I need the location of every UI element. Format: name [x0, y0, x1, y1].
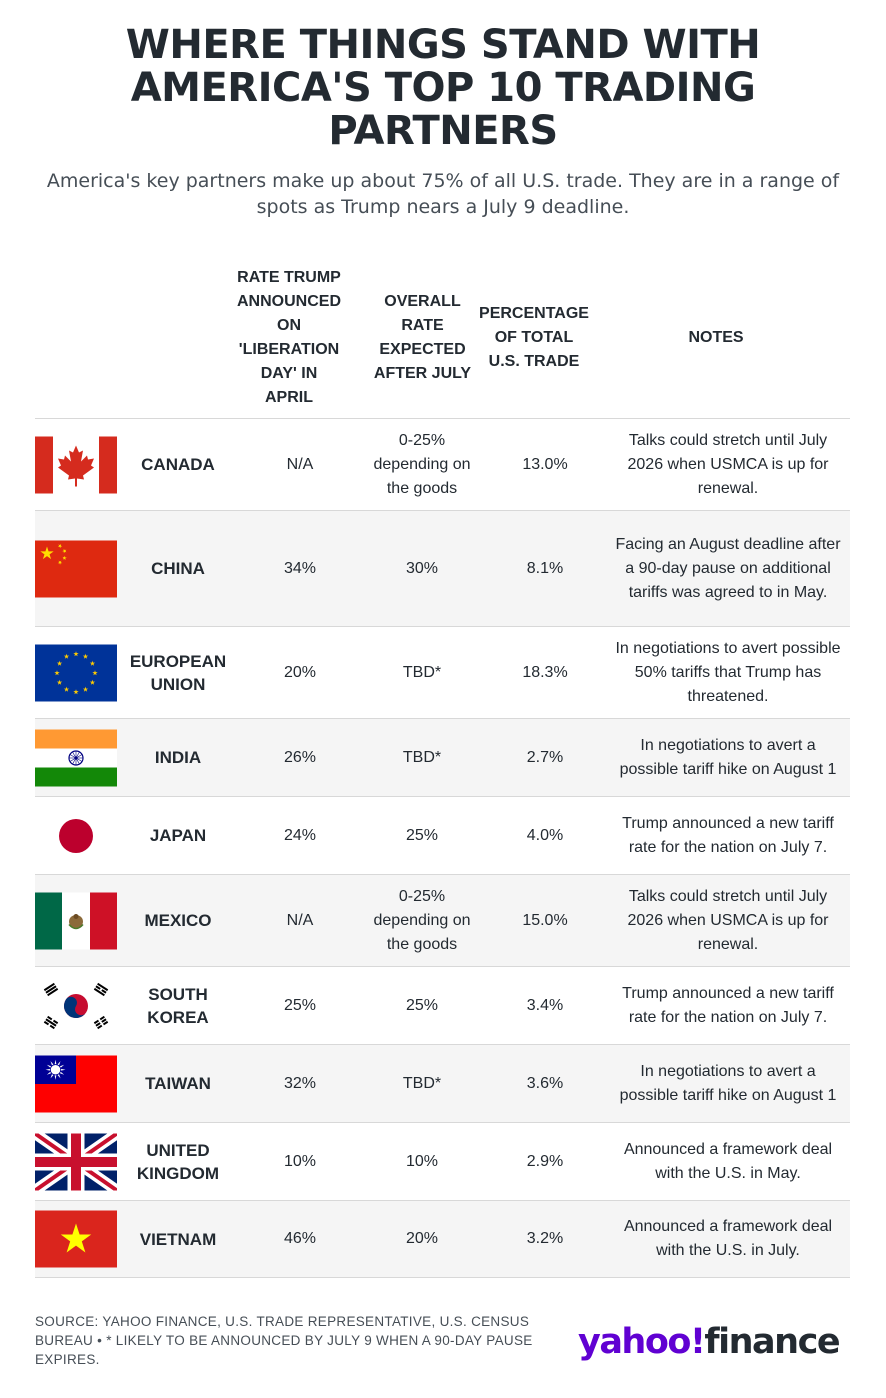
liberation-rate-cell: N/A [286, 911, 314, 929]
table-row: INDIA 26% TBD* 2.7% In negotiations to avert… [35, 719, 850, 797]
expected-rate-cell: TBD* [402, 748, 442, 766]
vietnam-flag-icon [35, 1210, 117, 1268]
table-row: MEXICO N/A 0-25% depending on the goods 15.… [35, 875, 850, 967]
country-name: SOUTH KOREA [147, 984, 209, 1027]
country-name: VIETNAM [139, 1229, 217, 1249]
eu-flag-icon [35, 644, 117, 701]
header-expected-rate: OVERALL RATE EXPECTED AFTER JULY [373, 293, 472, 382]
percentage-cell: 2.9% [526, 1152, 564, 1170]
table-row: EUROPEAN UNION 20% TBD* 18.3% In negotiation… [35, 627, 850, 719]
china-flag-icon [35, 540, 117, 597]
table-row: JAPAN 24% 25% 4.0% Trump announced a new tar… [35, 797, 850, 875]
canada-flag-icon [35, 436, 117, 493]
page-subtitle: America's key partners make up about 75%… [46, 170, 840, 218]
notes-cell: In negotiations to avert possible 50% ta… [615, 639, 841, 705]
notes-cell: Talks could stretch until July 2026 when… [627, 887, 829, 953]
country-name: CHINA [151, 559, 205, 578]
expected-rate-cell: TBD* [402, 663, 442, 681]
expected-rate-cell: 10% [405, 1152, 439, 1170]
liberation-rate-cell: 25% [283, 996, 317, 1014]
liberation-rate-cell: 34% [283, 559, 317, 577]
notes-cell: Trump announced a new tariff rate for th… [622, 984, 834, 1026]
table-row: CANADA N/A 0-25% depending on the goods 13.… [35, 419, 850, 511]
percentage-cell: 18.3% [522, 663, 568, 681]
liberation-rate-cell: 20% [283, 663, 317, 681]
japan-flag-icon [35, 807, 117, 864]
table-row: CHINA 34% 30% 8.1% Facing an August deadline… [35, 511, 850, 627]
country-name: JAPAN [149, 826, 207, 845]
liberation-rate-cell: 46% [283, 1230, 317, 1247]
notes-cell: In negotiations to avert a possible tari… [619, 1062, 837, 1104]
percentage-cell: 4.0% [526, 826, 564, 844]
source-note: SOURCE: YAHOO FINANCE, U.S. TRADE REPRES… [35, 1314, 533, 1367]
country-name: TAIWAN [145, 1074, 211, 1093]
notes-cell: In negotiations to avert a possible tari… [619, 736, 837, 778]
percentage-cell: 3.6% [526, 1074, 564, 1092]
expected-rate-cell: 25% [405, 826, 439, 844]
liberation-rate-cell: N/A [286, 455, 314, 473]
expected-rate-cell: 25% [405, 996, 439, 1014]
notes-cell: Facing an August deadline after a 90-day… [615, 535, 841, 601]
expected-rate-cell: 30% [405, 559, 439, 577]
notes-cell: Talks could stretch until July 2026 when… [627, 431, 829, 497]
south-korea-flag-icon [35, 977, 117, 1034]
country-name: UNITED KINGDOM [136, 1140, 220, 1183]
header-notes: NOTES [688, 329, 744, 346]
percentage-cell: 13.0% [522, 455, 568, 473]
liberation-rate-cell: 32% [283, 1074, 317, 1092]
percentage-cell: 2.7% [526, 748, 564, 766]
page-title: WHERE THINGS STAND WITH AMERICA'S TOP 10… [125, 22, 761, 154]
yahoo-finance-logo: yahoo!finance [578, 1318, 850, 1366]
expected-rate-cell: 0-25% depending on the goods [373, 431, 471, 497]
logo-finance: finance [704, 1322, 840, 1362]
table-header: RATE TRUMP ANNOUNCED ON 'LIBERATION DAY'… [0, 258, 886, 418]
percentage-cell: 15.0% [522, 911, 568, 929]
table-row: UNITED KINGDOM 10% 10% 2.9% Announced a fram… [35, 1123, 850, 1201]
taiwan-flag-icon [35, 1055, 117, 1112]
country-name: INDIA [154, 748, 202, 767]
table-row: VIETNAM 46% 20% 3.2% Announced a framework d… [35, 1201, 850, 1278]
notes-cell: Announced a framework deal with the U.S.… [623, 1218, 833, 1259]
notes-cell: Announced a framework deal with the U.S.… [623, 1140, 833, 1182]
country-name: MEXICO [144, 911, 212, 930]
percentage-cell: 8.1% [526, 559, 564, 577]
india-flag-icon [35, 729, 117, 786]
percentage-cell: 3.4% [526, 996, 564, 1014]
expected-rate-cell: 20% [405, 1230, 439, 1247]
trade-table: CANADA N/A 0-25% depending on the goods 13.… [35, 418, 850, 1278]
mexico-flag-icon [35, 892, 117, 949]
liberation-rate-cell: 26% [283, 748, 317, 766]
liberation-rate-cell: 24% [283, 826, 317, 844]
liberation-rate-cell: 10% [283, 1152, 317, 1170]
table-row: SOUTH KOREA 25% 25% 3.4% Trump announced a n… [35, 967, 850, 1045]
country-name: EUROPEAN UNION [129, 651, 227, 694]
header-liberation-rate: RATE TRUMP ANNOUNCED ON 'LIBERATION DAY'… [237, 269, 341, 406]
logo-yahoo: yahoo! [578, 1322, 706, 1362]
expected-rate-cell: 0-25% depending on the goods [373, 887, 471, 953]
header-percentage: PERCENTAGE OF TOTAL U.S. TRADE [479, 305, 589, 370]
table-row: TAIWAN 32% TBD* 3.6% In negotiations to aver… [35, 1045, 850, 1123]
percentage-cell: 3.2% [526, 1230, 564, 1247]
country-name: CANADA [141, 455, 215, 474]
uk-flag-icon [35, 1133, 117, 1190]
expected-rate-cell: TBD* [402, 1074, 442, 1092]
notes-cell: Trump announced a new tariff rate for th… [622, 814, 834, 856]
